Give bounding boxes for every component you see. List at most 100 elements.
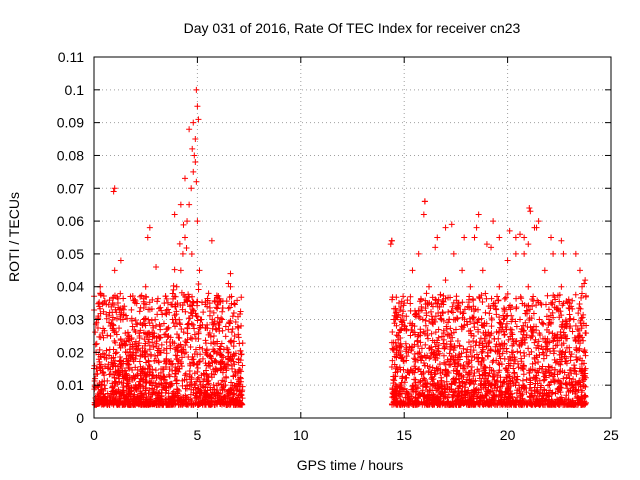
data-point: [491, 377, 498, 384]
data-point: [231, 352, 238, 359]
data-point: [116, 325, 123, 332]
data-point: [581, 347, 588, 354]
data-point: [211, 386, 218, 393]
data-point: [140, 298, 147, 305]
data-point: [469, 388, 476, 395]
data-point: [136, 330, 143, 337]
data-point: [410, 368, 417, 375]
data-point: [125, 361, 132, 368]
data-point: [483, 343, 490, 350]
data-point: [177, 321, 184, 328]
data-point: [94, 383, 101, 390]
data-point: [211, 371, 218, 378]
data-point: [501, 315, 508, 322]
data-point: [137, 390, 144, 397]
data-point: [230, 343, 237, 350]
data-point: [228, 339, 235, 346]
data-point: [569, 328, 576, 335]
data-point: [155, 333, 162, 340]
data-point: [201, 376, 208, 383]
data-point: [188, 185, 195, 192]
data-point: [196, 378, 203, 385]
data-point: [550, 345, 557, 352]
data-point: [476, 339, 483, 346]
data-point: [577, 305, 584, 312]
data-point: [204, 303, 211, 310]
data-point: [112, 368, 119, 375]
data-point: [490, 218, 497, 225]
data-point: [152, 316, 159, 323]
data-point: [399, 312, 406, 319]
data-point: [445, 319, 452, 326]
data-point: [207, 386, 214, 393]
data-point: [549, 299, 556, 306]
data-point: [388, 237, 395, 244]
data-point: [535, 358, 542, 365]
data-point: [182, 308, 189, 315]
data-point: [582, 400, 589, 407]
data-point: [440, 317, 447, 324]
data-point: [407, 396, 414, 403]
data-point: [557, 356, 564, 363]
data-point: [468, 397, 475, 404]
data-point: [175, 334, 182, 341]
data-point: [141, 349, 148, 356]
data-point: [223, 367, 230, 374]
data-point: [143, 371, 150, 378]
data-point: [464, 303, 471, 310]
data-point: [510, 349, 517, 356]
data-point: [438, 300, 445, 307]
data-point: [422, 305, 429, 312]
data-point: [475, 211, 482, 218]
data-point: [156, 390, 163, 397]
data-point: [98, 386, 105, 393]
data-point: [422, 330, 429, 337]
data-point: [209, 359, 216, 366]
data-point: [188, 376, 195, 383]
data-point: [387, 241, 394, 248]
data-point: [559, 348, 566, 355]
data-point: [206, 330, 213, 337]
data-point: [183, 401, 190, 408]
data-point: [154, 298, 161, 305]
data-point: [486, 310, 493, 317]
x-tick-label: 5: [194, 427, 202, 443]
data-point: [525, 283, 532, 290]
data-point: [204, 297, 211, 304]
data-point: [494, 377, 501, 384]
data-point: [149, 296, 156, 303]
data-point: [444, 368, 451, 375]
data-point: [503, 320, 510, 327]
data-point: [531, 392, 538, 399]
data-point: [467, 327, 474, 334]
data-point: [543, 301, 549, 308]
data-point: [479, 371, 486, 378]
data-point: [403, 326, 410, 333]
data-point: [456, 383, 463, 390]
data-point: [562, 349, 569, 356]
data-point: [463, 358, 470, 365]
data-point: [560, 375, 567, 382]
data-point: [516, 388, 523, 395]
data-point: [414, 385, 421, 392]
data-point: [152, 367, 159, 374]
data-point: [227, 353, 234, 360]
data-point: [429, 376, 436, 383]
data-point: [461, 234, 468, 241]
data-point: [133, 371, 140, 378]
data-point: [470, 373, 477, 380]
data-point: [214, 314, 221, 321]
data-point: [416, 391, 423, 398]
data-point: [521, 385, 528, 392]
data-point: [468, 364, 475, 371]
data-point: [393, 322, 400, 329]
data-point: [150, 324, 157, 331]
data-point: [494, 372, 501, 379]
data-point: [238, 368, 245, 375]
data-point: [117, 257, 124, 264]
data-point: [190, 119, 197, 126]
data-point: [134, 366, 141, 373]
data-point: [95, 393, 102, 400]
data-point: [195, 358, 202, 365]
data-point: [441, 359, 448, 366]
